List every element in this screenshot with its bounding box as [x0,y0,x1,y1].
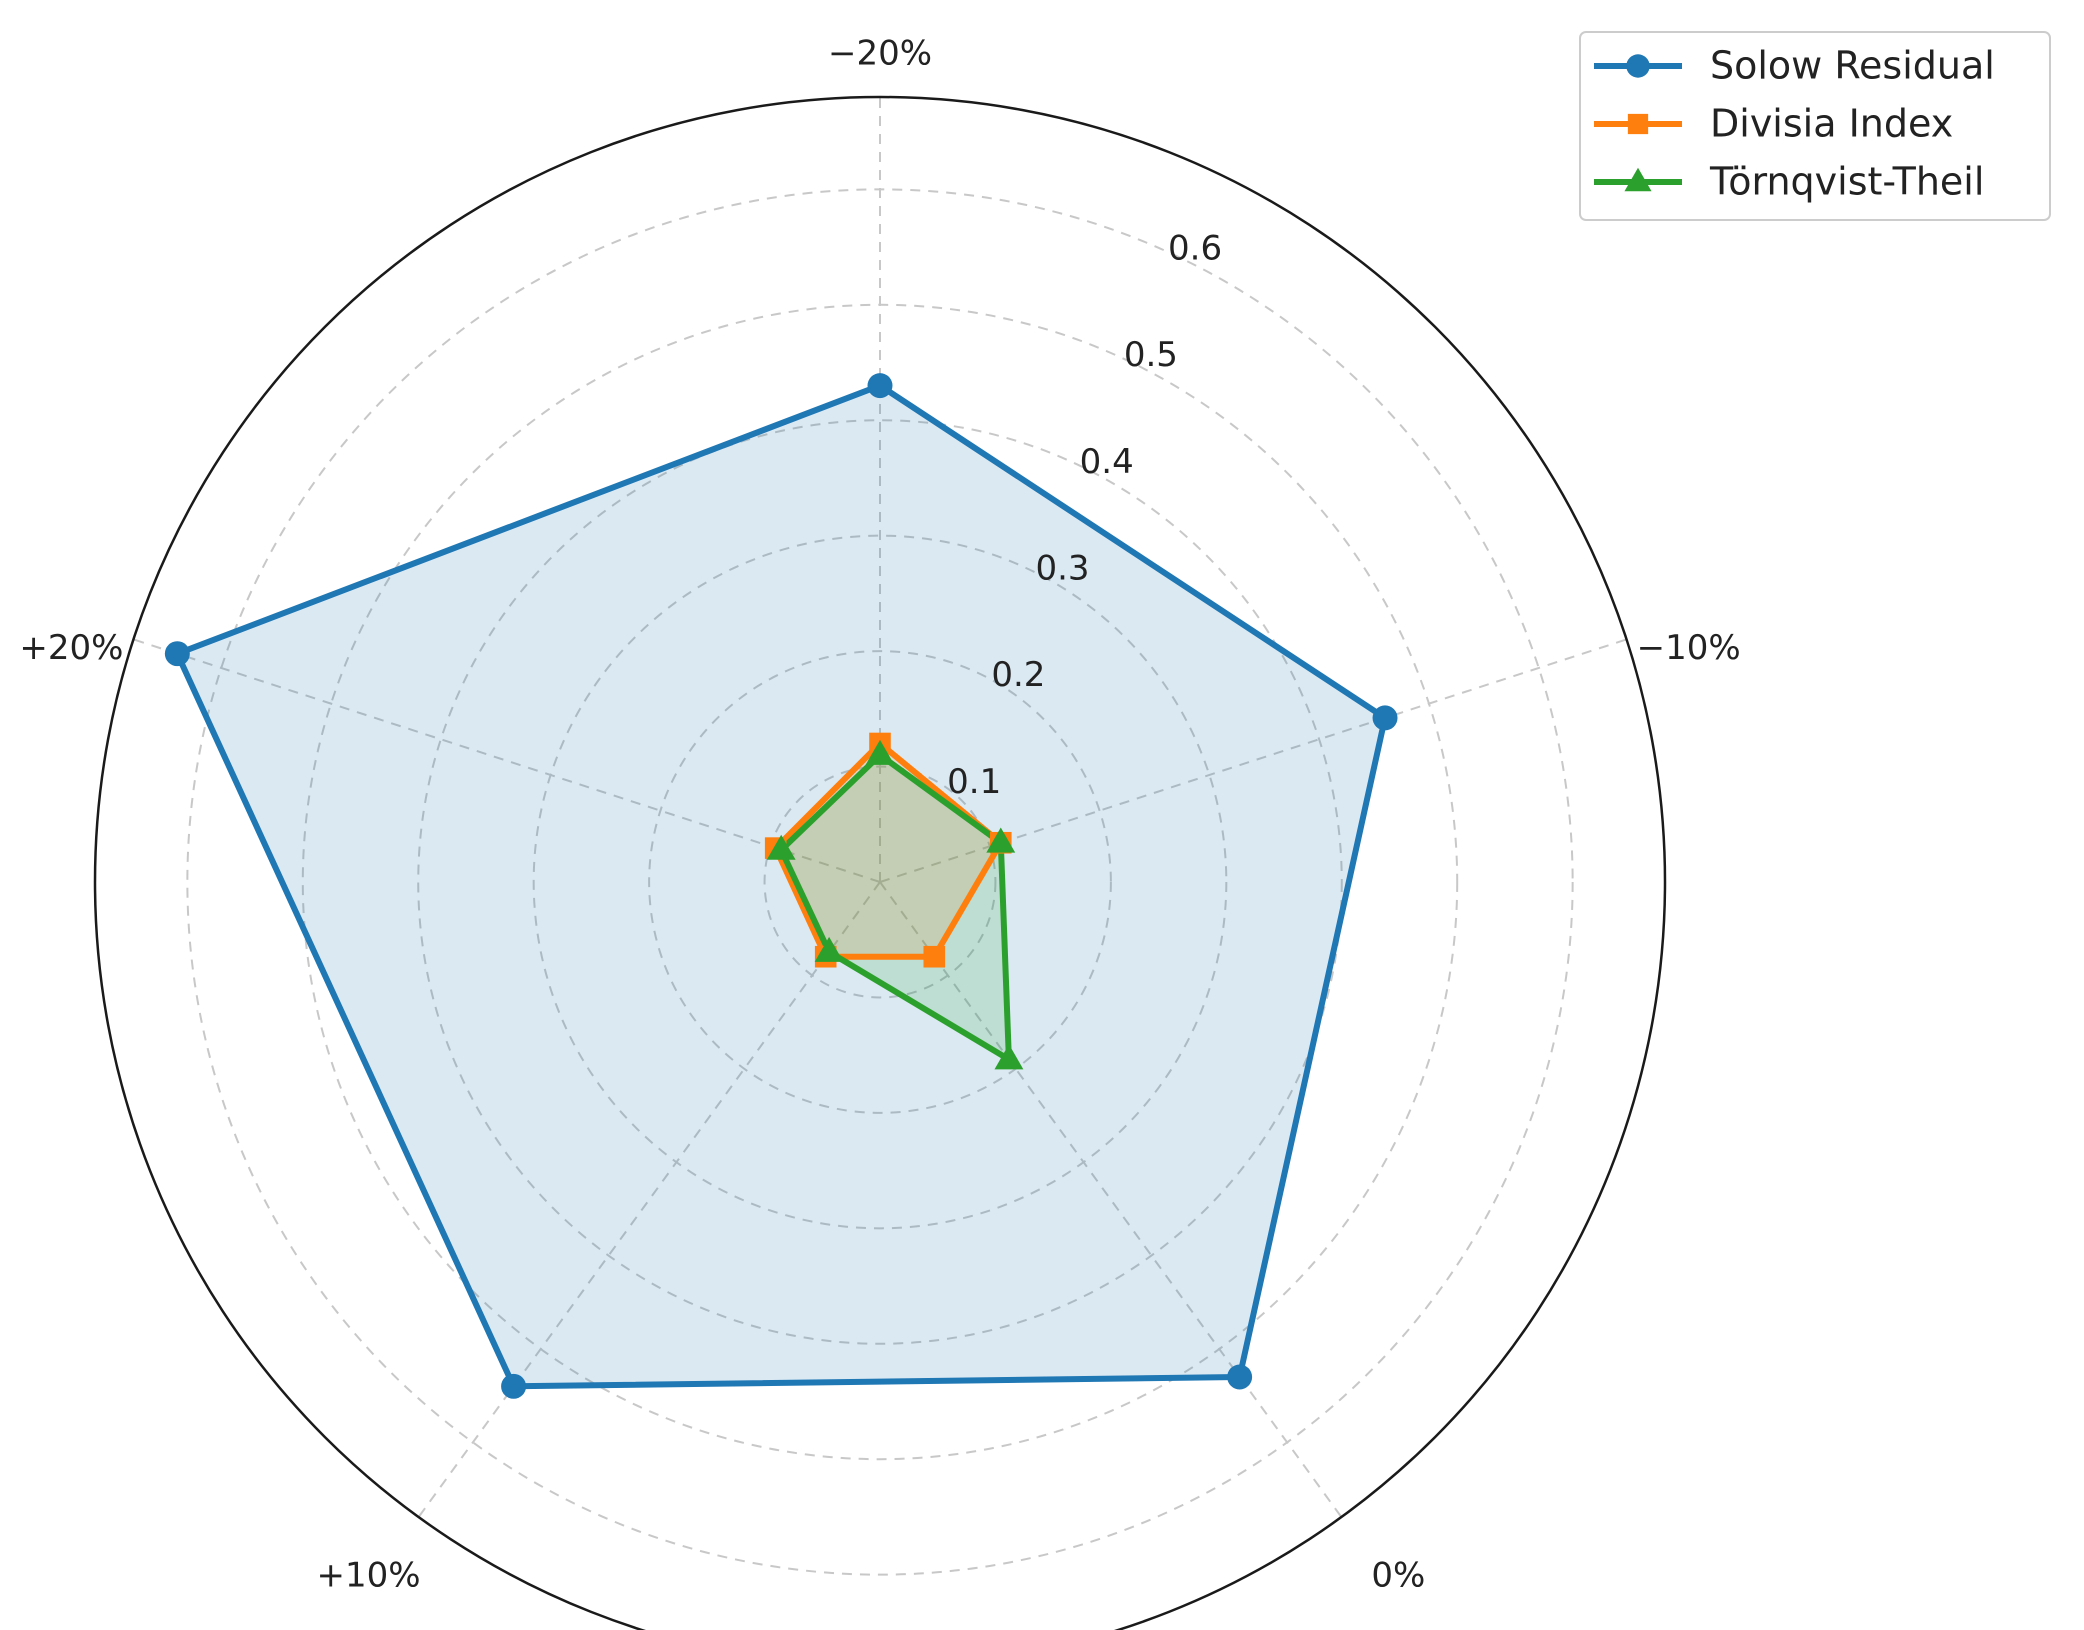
data-point-t-rnqvist-theil [986,827,1016,853]
grid-ring-2 [532,534,1228,1230]
category-label: +20% [19,628,123,668]
r-tick-label: 0.6 [1168,229,1222,269]
legend-marker [1627,113,1649,135]
data-point-solow-residual [501,1373,527,1399]
grid-spoke-2 [879,881,1343,1518]
series-line-t-rnqvist-theil [778,752,1012,1063]
legend-marker [1626,54,1650,78]
data-point-t-rnqvist-theil [994,1044,1024,1070]
grid-layer [93,95,1667,1630]
category-label: 0% [1371,1556,1425,1596]
grid-ring-1 [648,650,1112,1114]
data-point-divisia-index [923,945,946,968]
r-tick-label: 0.5 [1124,335,1178,375]
data-point-solow-residual [1227,1364,1253,1390]
legend-entry-solow-residual: Solow Residual [1594,44,1995,88]
series-area-t-rnqvist-theil [781,755,1009,1060]
grid-ring-3 [417,419,1343,1345]
r-tick-label: 0.1 [947,762,1001,802]
legend-entry-t-rnqvist-theil: Törnqvist-Theil [1594,160,1984,204]
series-line-solow-residual [174,382,1388,1390]
grid-spoke-4 [133,638,881,883]
polar-frame [93,95,1667,1630]
data-point-solow-residual [867,373,893,399]
legend-label: Törnqvist-Theil [1709,160,1984,204]
r-tick-label: 0.3 [1035,549,1089,589]
legend-box [1579,31,2051,221]
category-label: −20% [828,34,932,74]
data-point-t-rnqvist-theil [766,834,796,860]
series-fill-layer [177,385,1385,1387]
r-tick-label: 0.2 [991,655,1045,695]
category-label: +10% [317,1556,421,1596]
data-point-solow-residual [164,641,190,667]
series-area-solow-residual [177,385,1385,1387]
legend-label: Solow Residual [1710,44,1995,88]
legend-marker [1624,167,1652,192]
legend-label: Divisia Index [1710,102,1953,146]
legend: Solow Residual Divisia Index Törnqvist-The… [1579,31,2051,221]
series-line-layer [174,382,1388,1390]
grid-spoke-3 [417,881,881,1518]
data-point-t-rnqvist-theil [865,739,895,765]
marker-layer [164,373,1398,1399]
r-tick-label: 0.4 [1080,442,1134,482]
legend-entry-divisia-index: Divisia Index [1594,102,1953,146]
category-label: −10% [1637,628,1741,668]
label-layer: 0.1 0.2 0.3 0.4 0.5 0.6 −20% −10% 0% +10% +20% [19,34,1740,1596]
data-point-t-rnqvist-theil [814,936,844,962]
data-point-solow-residual [1372,705,1398,731]
